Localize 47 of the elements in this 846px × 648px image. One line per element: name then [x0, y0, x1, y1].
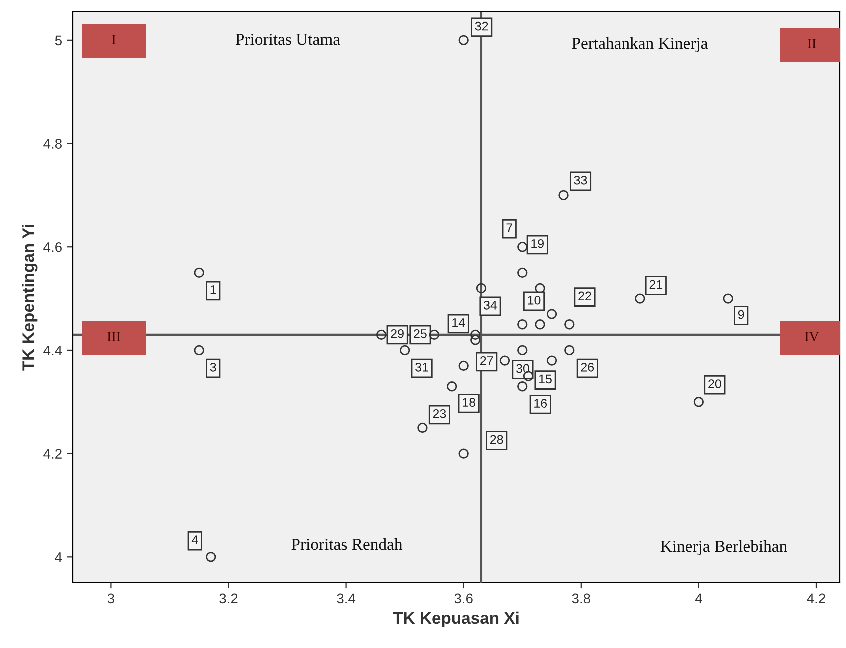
- annotation: 16: [534, 399, 548, 408]
- annotation: 31: [416, 362, 428, 372]
- x-tick-label: 3: [108, 594, 114, 604]
- annotation: 14: [452, 318, 466, 328]
- annotation: 25: [414, 329, 427, 338]
- annotation: 10: [528, 296, 541, 305]
- annotation: 26: [581, 362, 594, 372]
- annotation: 19: [532, 239, 544, 248]
- annotation: II: [808, 39, 816, 48]
- annotation: 3: [210, 362, 216, 372]
- y-axis-title: TK Kepentingan Yi: [22, 225, 38, 371]
- annotation: 4: [192, 536, 198, 544]
- y-tick-label: 4.4: [44, 346, 62, 356]
- annotation: Prioritas Utama: [236, 34, 340, 46]
- annotation: I: [112, 35, 116, 44]
- y-tick-label: 4.2: [44, 449, 62, 459]
- annotation: III: [108, 332, 120, 342]
- annotation: IV: [805, 332, 820, 342]
- annotation: 22: [578, 292, 592, 301]
- annotation: 21: [650, 280, 663, 290]
- x-tick-label: 3.4: [337, 594, 356, 604]
- annotation: 7: [506, 224, 512, 232]
- annotation: 20: [708, 380, 722, 388]
- y-tick-label: 4: [55, 552, 62, 562]
- annotation: 18: [463, 398, 476, 407]
- annotation: 15: [540, 374, 552, 384]
- annotation: 28: [490, 435, 504, 444]
- annotation: 1: [210, 286, 216, 294]
- annotation: Prioritas Rendah: [292, 538, 403, 550]
- x-tick-label: 3.2: [220, 594, 238, 604]
- y-tick-label: 4.6: [44, 242, 62, 252]
- x-axis-title: TK Kepuasan Xi: [393, 612, 519, 628]
- y-tick-label: 5: [55, 36, 62, 46]
- y-tick-label: 4.8: [44, 139, 62, 149]
- annotation: Pertahankan Kinerja: [572, 37, 708, 53]
- annotation: 32: [475, 22, 488, 31]
- x-tick-label: 3.8: [572, 594, 590, 604]
- x-tick-label: 4: [695, 594, 702, 604]
- x-tick-label: 3.6: [454, 594, 473, 604]
- x-tick-label: 4.2: [807, 594, 826, 604]
- annotation: 33: [574, 176, 588, 185]
- annotation: 29: [391, 329, 404, 338]
- annotation: 34: [484, 300, 498, 310]
- annotation: 27: [480, 356, 494, 366]
- annotation: 23: [433, 409, 446, 418]
- annotation: 9: [738, 310, 744, 320]
- annotation: Kinerja Berlebihan: [660, 540, 788, 556]
